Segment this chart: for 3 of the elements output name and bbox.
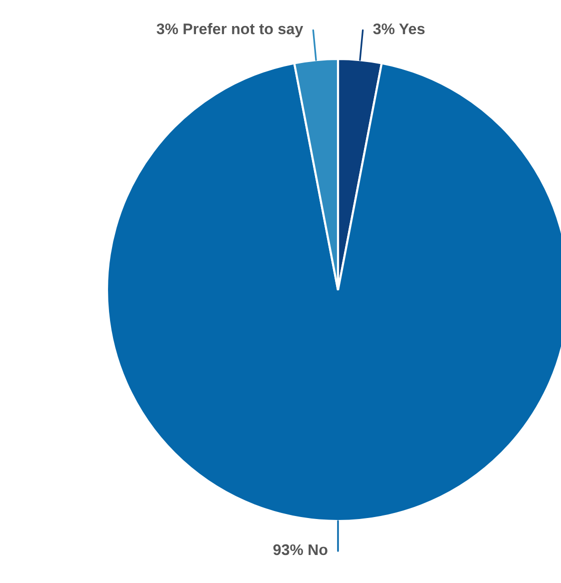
slice-label: 3% Yes xyxy=(373,23,425,34)
slice-label: 93% No xyxy=(273,544,328,556)
slice-label: 3% Prefer not to say xyxy=(156,23,304,38)
